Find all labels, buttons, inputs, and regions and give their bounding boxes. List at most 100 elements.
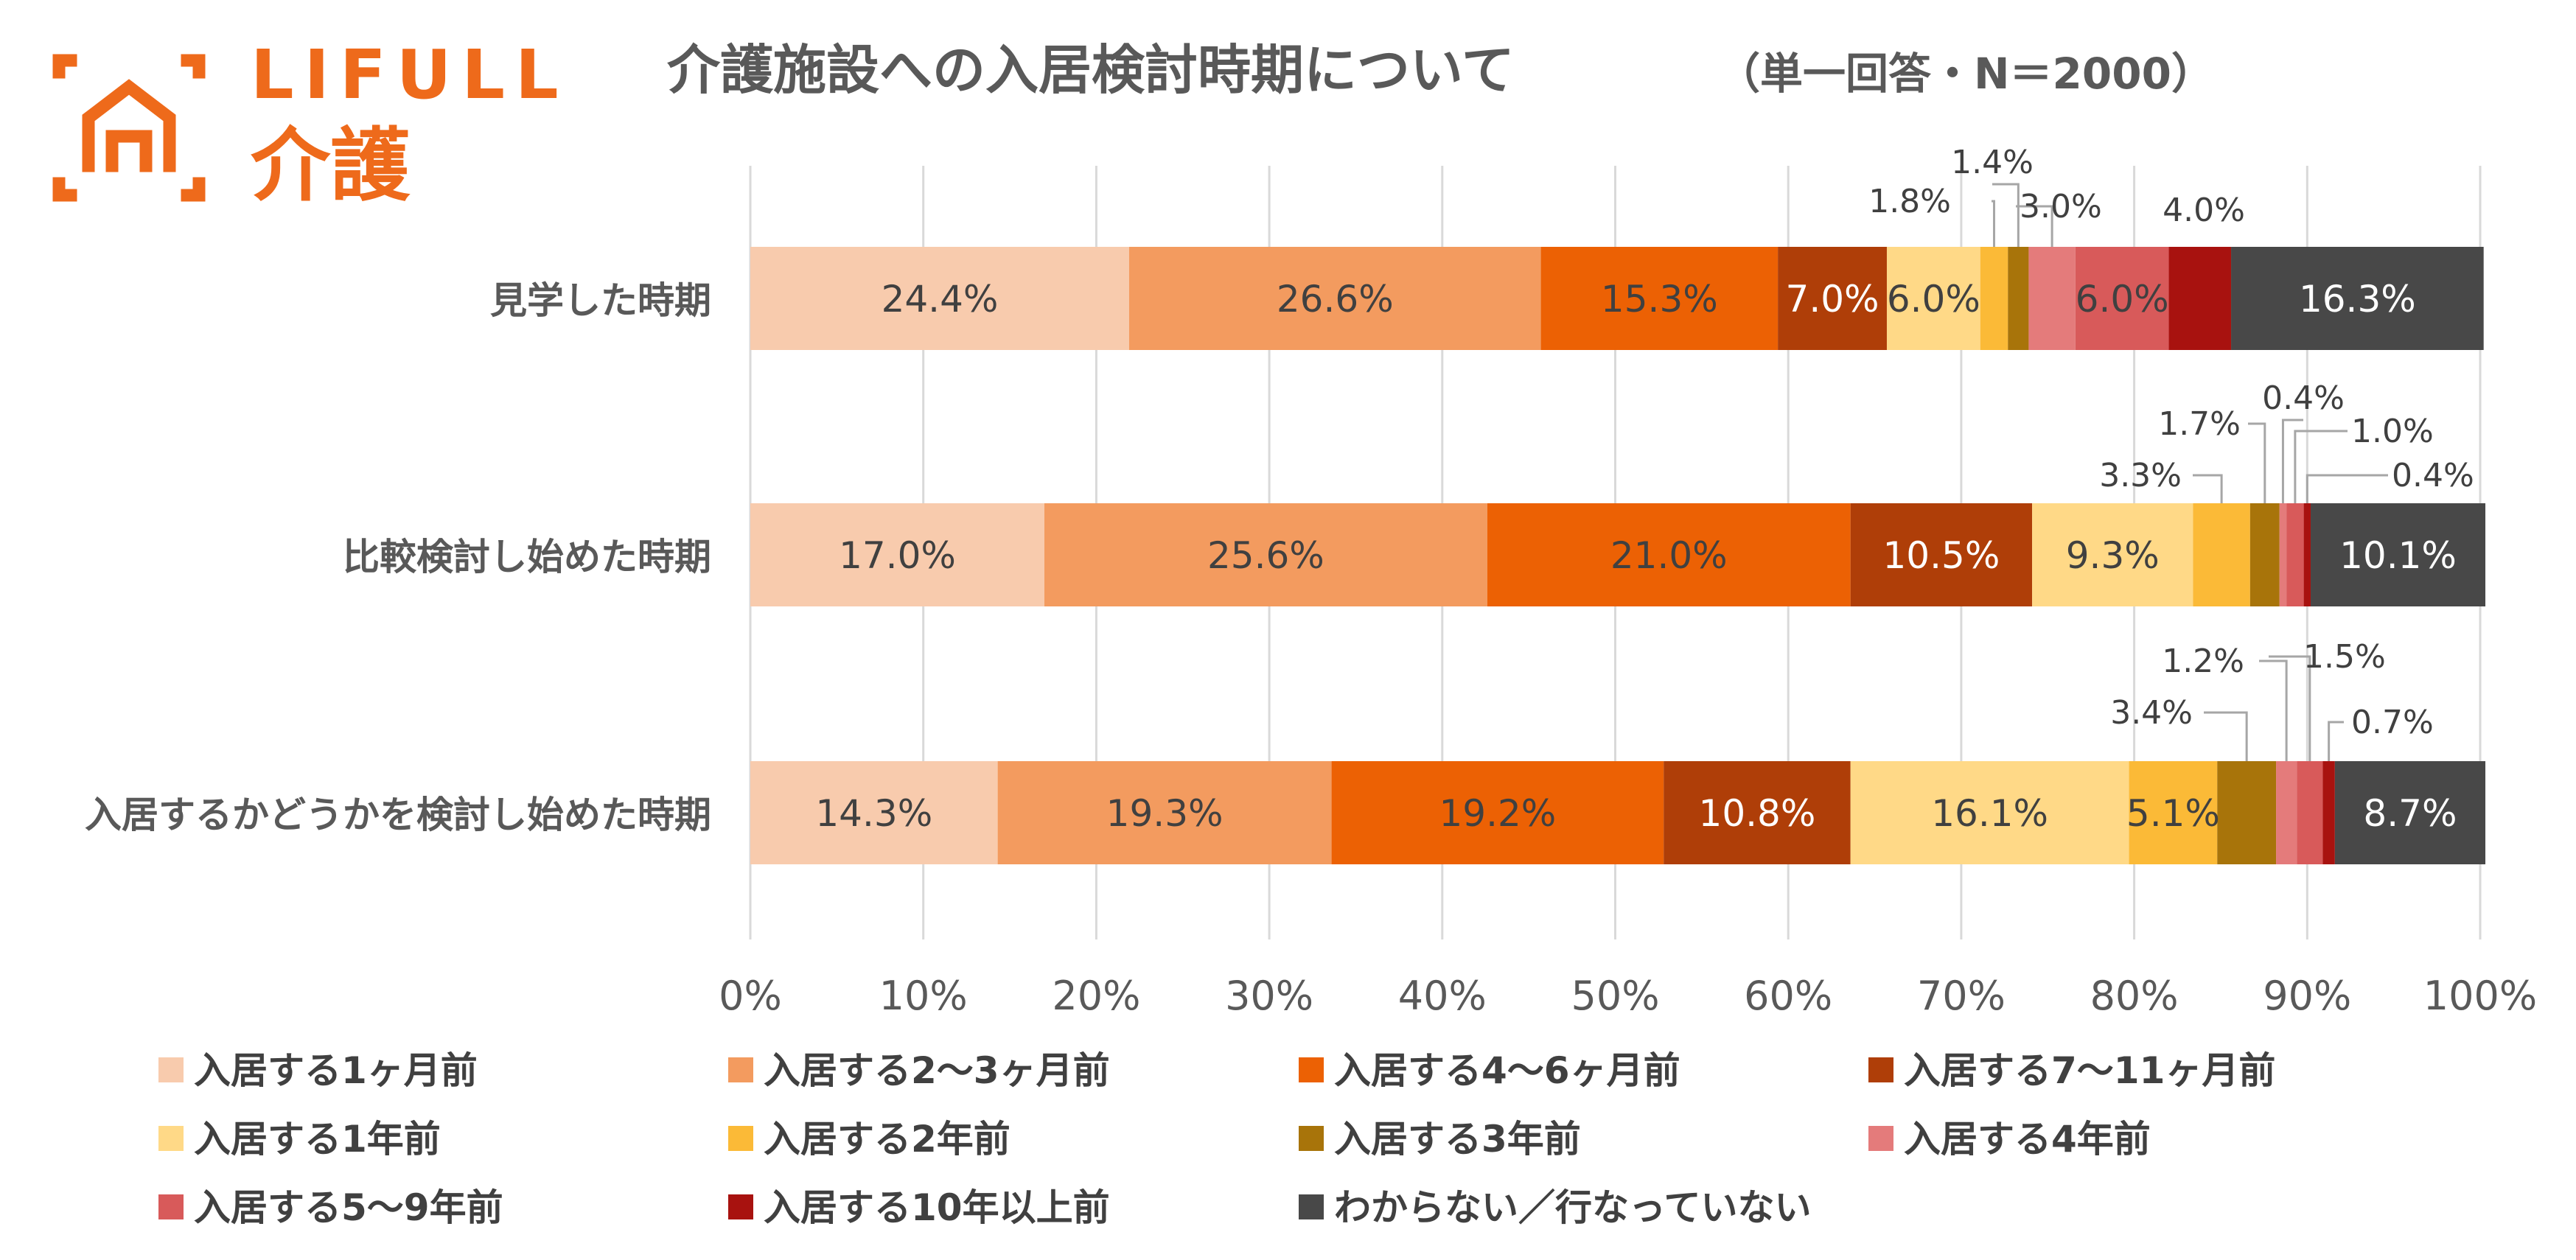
bar-segment [750,247,1129,350]
x-tick-label: 70% [1917,973,2006,1019]
bar-segment [2075,247,2169,350]
bar-segment [2334,761,2486,864]
x-tick-label: 90% [2263,973,2351,1019]
bar-segment [2217,761,2277,864]
bar-segment [1487,503,1851,606]
x-tick-label: 20% [1052,973,1140,1019]
data-label: 14.3% [815,792,932,835]
legend-swatch [1299,1194,1324,1219]
legend-swatch [1299,1057,1324,1082]
data-label: 21.0% [1610,534,1728,577]
leader-line [1992,183,2020,247]
data-label: 17.0% [839,534,956,577]
data-label: 3.4% [2110,694,2193,732]
data-label: 4.0% [2163,192,2245,229]
bar-segment [2310,503,2486,606]
legend-label: 入居する1年前 [194,1118,441,1161]
data-label: 16.1% [1931,792,2048,835]
data-label: 25.6% [1207,534,1324,577]
bar-segment [2249,503,2280,606]
bar-segment [2028,247,2076,350]
data-label: 5.1% [2126,792,2220,835]
leader-line [2016,205,2053,247]
bar-segment [2032,503,2193,606]
data-label: 8.7% [2363,792,2457,835]
bar-segment [1778,247,1887,350]
x-tick-label: 10% [879,973,968,1019]
leader-line [1992,200,1995,247]
category-label: 入居するかどうかを検討し始めた時期 [85,794,711,836]
legend-swatch [728,1194,753,1219]
x-tick-label: 40% [1398,973,1487,1019]
bar-segment [997,761,1332,864]
leader-line [2269,655,2311,761]
leader-line [2204,711,2248,761]
data-label: 6.0% [1887,278,1980,321]
data-label: 7.0% [1786,278,1879,321]
bar-segment [2008,247,2029,350]
legend-label: 入居する3年前 [1334,1118,1581,1161]
legend-swatch [1868,1057,1893,1082]
legend-swatch [158,1194,184,1219]
bar-segment [2129,761,2218,864]
bar-segment [2193,503,2250,606]
legend-swatch [1299,1126,1324,1151]
bar-segment [1540,247,1779,350]
data-label: 24.4% [882,278,999,321]
data-label: 1.5% [2303,638,2386,676]
bar-segment [1331,761,1664,864]
bar-segment [2279,503,2287,606]
legend-label: 入居する1ヶ月前 [194,1049,478,1092]
data-label: 26.6% [1277,278,1394,321]
data-label: 19.3% [1106,792,1224,835]
data-label: 1.4% [1951,144,2034,181]
data-label: 0.7% [2351,704,2434,741]
leader-line [2248,422,2266,503]
data-label: 16.3% [2299,278,2416,321]
category-label: 見学した時期 [490,279,711,322]
data-label: 3.0% [2020,188,2102,225]
legend-label: 入居する2〜3ヶ月前 [764,1049,1110,1092]
bar-segment [1128,247,1541,350]
chart-title: 介護施設への入居検討時期について [667,39,1515,101]
bar-segment [2297,761,2323,864]
bar-segment [2168,247,2232,350]
bar-segment [2231,247,2484,350]
data-label: 1.2% [2162,643,2244,680]
bar-segment [2286,503,2304,606]
leader-line [2193,474,2223,503]
x-axis-ticks: 0% 10% 20% 30% 40% 50% 60% 70% 80% 90% 100% [719,973,2537,1019]
data-label: 9.3% [2066,534,2160,577]
leader-line [2294,430,2348,503]
legend-swatch [728,1126,753,1151]
bar-segment [1044,503,1487,606]
legend-swatch [1868,1126,1893,1151]
data-label: 15.3% [1601,278,1718,321]
logo-service: 介護 [251,120,411,212]
stacked-bars [750,247,2486,864]
leader-line [2259,659,2288,761]
category-label: 比較検討し始めた時期 [343,536,711,578]
bar-segment [2276,761,2297,864]
data-label: 6.0% [2076,278,2169,321]
bar-segment [2303,503,2311,606]
leader-line [2306,474,2388,503]
data-label: 1.8% [1868,183,1951,220]
bar-segment [750,503,1044,606]
chart-subtitle: （単一回答・N＝2000） [1717,49,2214,99]
logo-wordmark: LIFULL [251,35,569,114]
bar-segment [1664,761,1851,864]
legend-label: 入居する7〜11ヶ月前 [1904,1049,2275,1092]
legend-swatch [158,1126,184,1151]
data-label: 19.2% [1439,792,1556,835]
data-labels: 24.4% 26.6% 15.3% 7.0% 6.0% 6.0% 16.3%17.0% 25.… [815,144,2474,835]
x-tick-label: 100% [2423,973,2537,1019]
leader-line [2328,721,2344,761]
data-label: 10.8% [1699,792,1816,835]
bar-segment [1886,247,1980,350]
legend-label: 入居する10年以上前 [764,1186,1110,1229]
legend-label: 入居する4〜6ヶ月前 [1334,1049,1680,1092]
data-label: 1.7% [2158,405,2241,443]
